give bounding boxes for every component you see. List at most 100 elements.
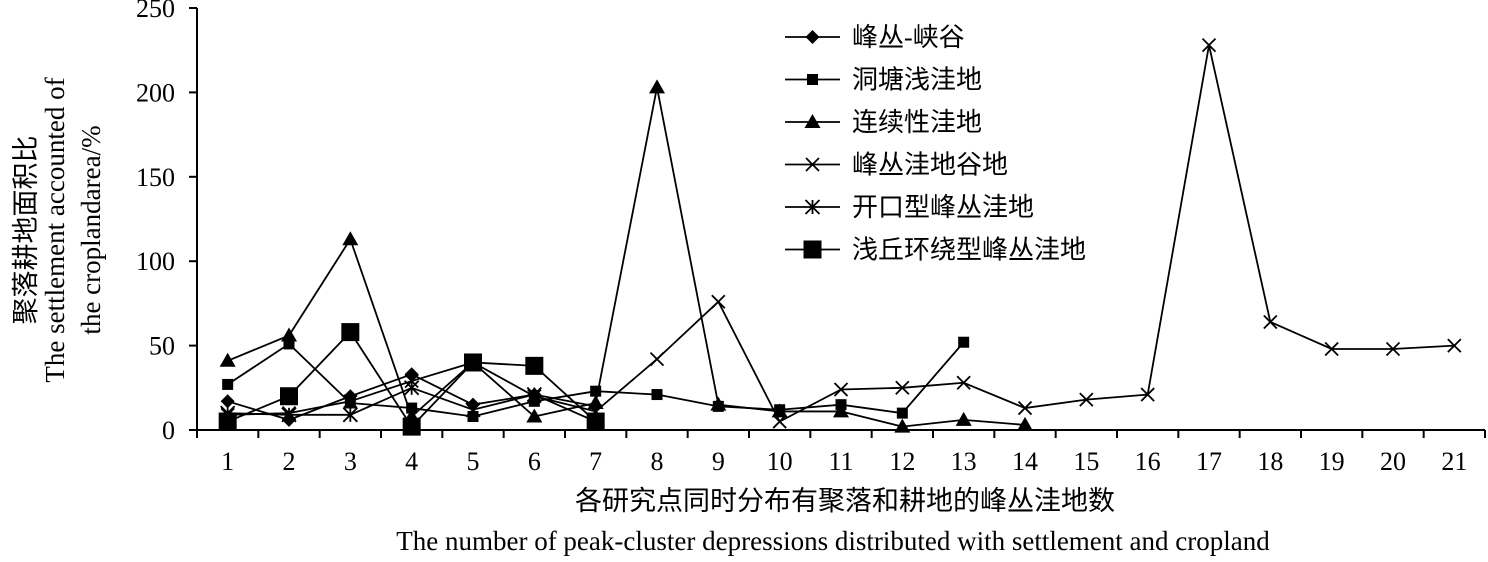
y-tick-label: 0	[162, 416, 175, 445]
marker-diamond	[805, 30, 820, 44]
x-tick-label: 11	[828, 447, 853, 476]
x-tick-label: 19	[1319, 447, 1345, 476]
data-point	[525, 356, 544, 375]
data-point	[649, 351, 665, 367]
x-tick-label: 15	[1073, 447, 1099, 476]
marker-star	[804, 199, 821, 215]
marker-x	[805, 157, 820, 172]
series-6	[218, 323, 605, 436]
legend-label: 连续性洼地	[852, 108, 982, 137]
x-axis-label-en: The number of peak-cluster depressions d…	[396, 526, 1270, 556]
marker-x-stroke	[343, 394, 358, 409]
data-point	[406, 402, 418, 414]
legend-label: 浅丘环绕型峰丛洼地	[852, 236, 1086, 265]
data-point	[590, 385, 602, 397]
data-point	[1447, 338, 1462, 353]
legend-label: 洞塘浅洼地	[852, 66, 982, 95]
data-point	[220, 394, 235, 409]
y-axis-ticks: 0 50 100 150 200 250	[136, 0, 197, 445]
x-tick-label: 21	[1441, 447, 1467, 476]
data-point	[1017, 400, 1033, 416]
legend-item: 峰丛洼地谷地	[785, 151, 1008, 180]
series-4	[220, 37, 1462, 429]
data-point	[1201, 37, 1217, 53]
data-point	[1324, 341, 1339, 357]
data-point	[956, 375, 971, 390]
marker-x-stroke	[956, 375, 971, 390]
legend-label: 开口型峰丛洼地	[852, 193, 1034, 222]
marker-x-stroke	[1140, 387, 1155, 402]
data-point	[587, 394, 604, 409]
data-point	[281, 407, 297, 423]
data-point	[218, 412, 237, 431]
legend-item: 洞塘浅洼地	[785, 66, 982, 95]
data-point	[955, 411, 972, 426]
data-point	[1263, 314, 1278, 330]
data-point	[464, 353, 482, 372]
y-axis-label: 聚落耕地面积比	[11, 136, 41, 325]
y-tick-label: 250	[136, 0, 175, 23]
data-point	[649, 79, 665, 94]
x-tick-label: 14	[1012, 447, 1038, 476]
data-point	[711, 294, 726, 309]
data-point	[281, 327, 297, 342]
x-tick-label: 6	[528, 447, 541, 476]
legend-item: 连续性洼地	[785, 108, 982, 137]
marker-triangle	[804, 114, 821, 128]
x-tick-label: 10	[767, 447, 793, 476]
marker-x-stroke	[1263, 314, 1278, 330]
x-axis-label: 各研究点同时分布有聚落和耕地的峰丛洼地数	[575, 486, 1115, 516]
x-axis-ticks: 1 2 3 4 5 6 7 8 9 10 11 12 13 14 15 16 17 18 19 20 21	[196, 430, 1486, 476]
legend-item: 开口型峰丛洼地	[785, 193, 1034, 222]
x-tick-label: 13	[951, 447, 977, 476]
series-line	[227, 87, 1026, 428]
marker-x-stroke	[805, 157, 820, 172]
legend-label: 峰丛洼地谷地	[852, 151, 1008, 180]
x-tick-label: 12	[889, 447, 915, 476]
marker-x-stroke	[895, 380, 910, 395]
data-point	[833, 403, 849, 418]
x-tick-label: 8	[651, 447, 664, 476]
data-point	[219, 352, 236, 367]
data-point	[772, 414, 787, 429]
x-tick-label: 3	[344, 447, 357, 476]
marker-x-stroke	[1447, 338, 1462, 353]
legend-label: 峰丛-峡谷	[852, 23, 965, 52]
marker-x-stroke	[711, 294, 726, 309]
marker-square-large	[803, 240, 822, 259]
x-tick-label: 5	[467, 447, 480, 476]
marker-x-stroke	[1079, 392, 1094, 407]
data-point	[283, 338, 295, 350]
data-point	[341, 323, 360, 342]
data-point	[402, 417, 421, 436]
x-tick-label: 2	[283, 447, 296, 476]
data-point	[958, 336, 970, 348]
data-point	[465, 402, 481, 418]
data-point	[222, 378, 234, 390]
marker-x-stroke	[772, 414, 787, 429]
marker-x-stroke	[1201, 37, 1217, 53]
data-point	[896, 407, 908, 419]
x-tick-label: 4	[405, 447, 418, 476]
data-point	[710, 396, 727, 411]
data-point	[404, 380, 420, 396]
y-axis-label-en-line2: the croplandarea/%	[76, 125, 106, 334]
data-point	[526, 408, 543, 423]
marker-x-stroke	[649, 351, 665, 367]
y-tick-label: 200	[136, 78, 175, 107]
x-tick-label: 7	[589, 447, 602, 476]
data-point	[344, 397, 356, 409]
series-layer	[218, 37, 1462, 436]
y-tick-label: 150	[136, 163, 175, 192]
marker-x-stroke	[1385, 341, 1401, 357]
marker-square	[807, 74, 818, 85]
data-point	[833, 382, 849, 397]
data-point	[526, 386, 542, 403]
x-tick-label: 20	[1380, 447, 1406, 476]
marker-x-stroke	[833, 382, 849, 397]
y-axis-label-en-line1: The settlement accounted of	[40, 77, 70, 382]
series-line	[227, 44, 1455, 423]
x-tick-label: 18	[1257, 447, 1283, 476]
